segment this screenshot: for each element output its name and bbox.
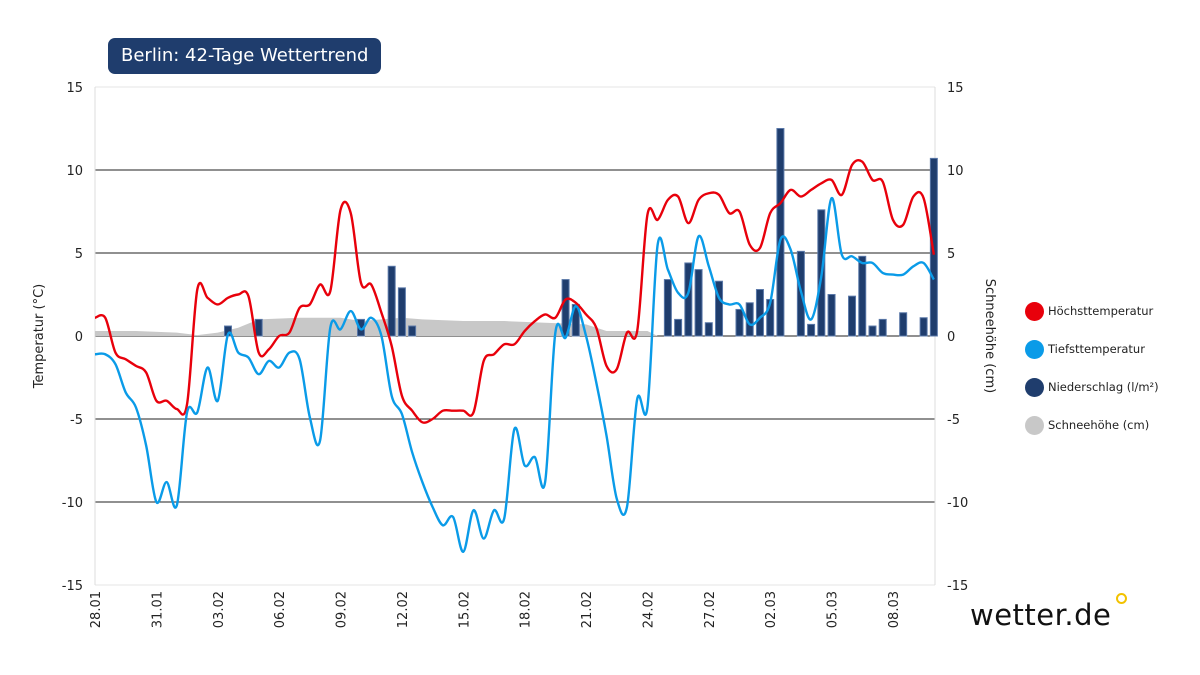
legend-label: Schneehöhe (cm): [1048, 418, 1150, 432]
low-temperature-line: [94, 197, 935, 554]
y-left-tick-label: -5: [70, 413, 83, 428]
precipitation-bar: [919, 317, 928, 337]
y-left-tick-label: -10: [62, 496, 83, 511]
x-tick-label: 18.02: [519, 591, 534, 628]
precipitation-bar: [397, 287, 406, 337]
y-right-tick-label: 15: [947, 81, 964, 96]
y-left-tick-label: 0: [75, 330, 83, 345]
x-tick-label: 15.02: [457, 591, 472, 628]
precipitation-bar: [848, 295, 857, 337]
y-left-tick-label: 10: [66, 164, 83, 179]
x-tick-label: 28.01: [89, 591, 104, 628]
y-left-axis-label: Temperatur (°C): [32, 284, 47, 390]
x-tick-label: 12.02: [396, 591, 411, 628]
x-tick-label: 27.02: [703, 591, 718, 628]
precipitation-bar: [387, 265, 396, 337]
legend-label: Tiefsttemperatur: [1048, 342, 1145, 356]
y-right-tick-label: -5: [947, 413, 960, 428]
precipitation-bar: [715, 280, 724, 337]
precipitation-bar: [899, 312, 908, 337]
x-tick-label: 21.02: [580, 591, 595, 628]
y-right-tick-label: 5: [947, 247, 955, 262]
y-left-tick-label: 5: [75, 247, 83, 262]
precipitation-bar: [704, 322, 713, 337]
legend-dot-icon: [1025, 377, 1044, 397]
legend-item-high[interactable]: Höchsttemperatur: [1025, 292, 1159, 330]
chart-title-badge: Berlin: 42-Tage Wettertrend: [108, 38, 382, 74]
legend: Höchsttemperatur Tiefsttemperatur Nieder…: [1025, 292, 1159, 444]
x-tick-label: 24.02: [641, 591, 656, 628]
precipitation-bar: [571, 303, 580, 337]
legend-item-precip[interactable]: Niederschlag (l/m²): [1025, 368, 1159, 406]
x-tick-label: 09.02: [335, 591, 350, 628]
y-right-axis-label: Schneehöhe (cm): [982, 279, 997, 393]
precipitation-bar: [663, 279, 672, 337]
precipitation-bar: [878, 318, 887, 337]
high-temperature-line: [94, 159, 936, 424]
precipitation-bar: [827, 294, 836, 337]
precipitation-bar: [858, 255, 867, 337]
x-tick-label: 31.01: [150, 591, 165, 628]
x-tick-label: 05.03: [826, 591, 841, 628]
wetter-de-logo: wetter.de: [970, 598, 1112, 632]
legend-item-low[interactable]: Tiefsttemperatur: [1025, 330, 1159, 368]
precipitation-bar: [694, 269, 703, 337]
x-tick-label: 03.02: [212, 591, 227, 628]
y-right-tick-label: 10: [947, 164, 964, 179]
legend-label: Niederschlag (l/m²): [1048, 380, 1159, 394]
legend-dot-icon: [1025, 415, 1044, 435]
precipitation-bar: [408, 325, 417, 337]
precipitation-bar: [755, 289, 764, 337]
snow-depth-area: [95, 317, 658, 336]
logo-ring-icon: [1116, 593, 1127, 604]
precipitation-bar: [807, 323, 816, 337]
precipitation-bar: [674, 318, 683, 337]
legend-item-snow[interactable]: Schneehöhe (cm): [1025, 406, 1159, 444]
x-tick-label: 02.03: [764, 591, 779, 628]
y-left-tick-label: -15: [62, 579, 83, 594]
precipitation-bar: [868, 325, 877, 337]
precipitation-bar: [929, 157, 938, 337]
y-right-tick-label: -15: [947, 579, 968, 594]
y-left-tick-label: 15: [66, 81, 83, 96]
legend-dot-icon: [1025, 301, 1044, 321]
precipitation-bar: [735, 308, 744, 337]
x-tick-label: 08.03: [887, 591, 902, 628]
y-right-tick-label: 0: [947, 330, 955, 345]
legend-dot-icon: [1025, 339, 1044, 359]
precipitation-bar: [254, 318, 263, 337]
precipitation-bar: [776, 128, 785, 337]
x-tick-label: 06.02: [273, 591, 288, 628]
legend-label: Höchsttemperatur: [1048, 304, 1154, 318]
precipitation-bar: [684, 262, 693, 337]
y-right-tick-label: -10: [947, 496, 968, 511]
